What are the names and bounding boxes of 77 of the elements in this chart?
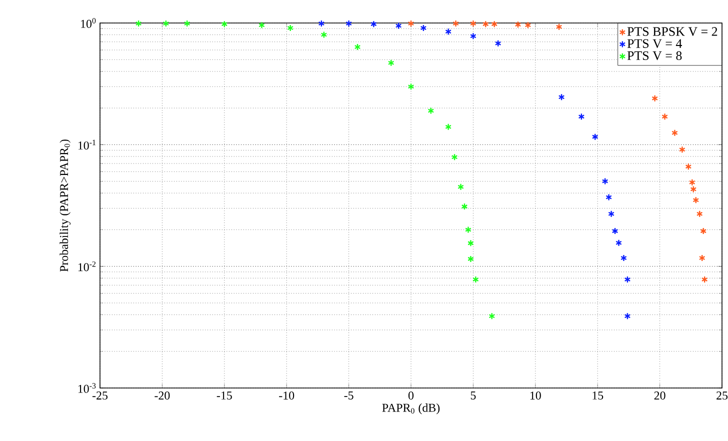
point [135, 20, 142, 28]
point [624, 312, 631, 320]
point [685, 163, 692, 170]
point [320, 31, 328, 38]
point [470, 20, 476, 28]
point [452, 20, 459, 28]
point [408, 83, 414, 90]
point [592, 133, 598, 140]
point [624, 276, 631, 284]
point [556, 23, 562, 30]
legend-label: PTS V = 4 [627, 39, 682, 48]
point [370, 20, 377, 28]
y-tick-label: 10$^{-1}$ [78, 140, 96, 150]
point [258, 22, 265, 29]
point [458, 183, 464, 190]
point [692, 196, 700, 204]
x-tick-label: 10 [530, 392, 541, 400]
x-tick-label: -5 [344, 392, 354, 400]
point [451, 154, 458, 161]
point [468, 240, 474, 247]
point [616, 239, 622, 246]
point [491, 20, 498, 28]
point [221, 20, 228, 28]
point [679, 146, 686, 154]
y-tick-label: 10$^{-3}$ [78, 383, 96, 393]
y-tick-label: 10$^{-2}$ [78, 261, 96, 272]
x-tick-label: 25 [716, 392, 728, 400]
point [472, 276, 479, 284]
legend-label: PTS BPSK V = 2 [627, 27, 718, 36]
x-tick-label: 5 [470, 392, 476, 400]
point [388, 59, 394, 66]
x-tick-label: -20 [154, 392, 170, 400]
x-tick-label: 15 [592, 392, 604, 400]
point [184, 20, 190, 28]
point [620, 254, 627, 262]
point [420, 24, 427, 32]
x-tick-label: -25 [92, 392, 108, 400]
point [162, 20, 170, 28]
point [701, 276, 708, 284]
point [558, 94, 565, 101]
x-tick-label: -15 [216, 392, 232, 400]
point [652, 94, 658, 102]
point [696, 210, 703, 218]
x-axis-title: PAPR$_{0}$ (dB) [382, 403, 440, 414]
x-tick-label: 0 [408, 392, 414, 400]
point [468, 255, 474, 263]
x-tick-label: 20 [654, 392, 666, 400]
point [524, 22, 532, 29]
point [354, 43, 361, 51]
point [608, 210, 614, 218]
point [428, 107, 434, 114]
point [662, 113, 668, 120]
point [482, 20, 489, 28]
point [488, 312, 496, 320]
point [698, 254, 706, 262]
y-axis-title: Probability (PAPR>PAPR$_{0}$) [60, 140, 71, 272]
y-tick-label: 10$^{0}$ [81, 18, 96, 28]
point [514, 21, 522, 28]
point [287, 24, 294, 32]
point [445, 28, 452, 36]
point [408, 20, 414, 28]
point [602, 178, 608, 185]
point [700, 227, 707, 235]
point [465, 226, 472, 234]
x-tick-label: -10 [279, 392, 294, 400]
point [461, 202, 468, 210]
point [672, 129, 678, 136]
point [578, 113, 585, 120]
point [395, 22, 402, 30]
point [494, 40, 502, 47]
point [470, 32, 476, 40]
point [445, 123, 452, 130]
point [318, 20, 325, 28]
point [612, 227, 618, 235]
point [346, 20, 352, 28]
legend-label: PTS V = 8 [627, 51, 682, 60]
point [606, 194, 612, 201]
